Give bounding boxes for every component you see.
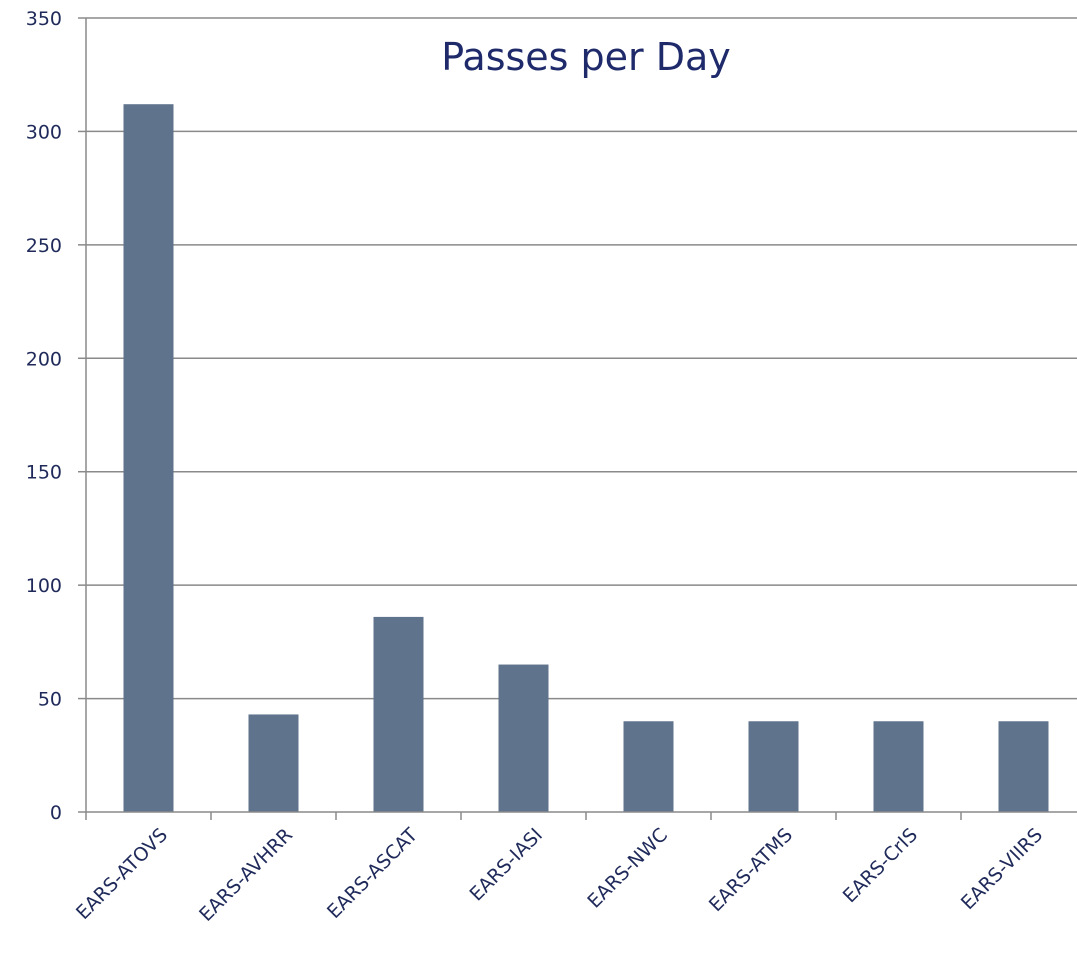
- y-tick-label: 0: [50, 802, 62, 824]
- chart-title: Passes per Day: [441, 35, 731, 79]
- x-tick-labels: EARS-ATOVS EARS-AVHRR EARS-ASCAT EARS-IASI E…: [72, 824, 1047, 926]
- bar-ears-cris: [873, 721, 924, 812]
- axes: [78, 17, 1077, 820]
- x-tick-label: EARS-CrIS: [839, 824, 922, 907]
- bar-ears-viirs: [998, 721, 1049, 812]
- x-tick-label: EARS-IASI: [465, 824, 547, 906]
- y-tick-label: 50: [38, 689, 62, 711]
- bar-ears-nwc: [623, 721, 674, 812]
- x-tick-label: EARS-NWC: [583, 824, 672, 913]
- y-tick-label: 200: [26, 348, 62, 370]
- x-tick-label: EARS-ASCAT: [323, 824, 422, 923]
- y-tick-label: 300: [26, 121, 62, 143]
- y-tick-label: 350: [26, 8, 62, 30]
- x-tick-label: EARS-VIIRS: [957, 824, 1047, 914]
- y-tick-labels: 0 50 100 150 200 250 300 350: [26, 8, 62, 824]
- y-tick-label: 150: [26, 462, 62, 484]
- gridlines: [86, 17, 1077, 700]
- bars: [123, 104, 1049, 813]
- bar-ears-atovs: [123, 104, 174, 813]
- x-tick-label: EARS-ATOVS: [72, 824, 172, 924]
- x-tick-label: EARS-AVHRR: [195, 824, 297, 926]
- bar-ears-avhrr: [248, 714, 299, 812]
- bar-ears-iasi: [498, 664, 549, 812]
- bar-ears-atms: [748, 721, 799, 812]
- y-tick-label: 250: [26, 235, 62, 257]
- x-tick-label: EARS-ATMS: [705, 824, 797, 916]
- y-tick-label: 100: [26, 575, 62, 597]
- bar-ears-ascat: [373, 616, 424, 812]
